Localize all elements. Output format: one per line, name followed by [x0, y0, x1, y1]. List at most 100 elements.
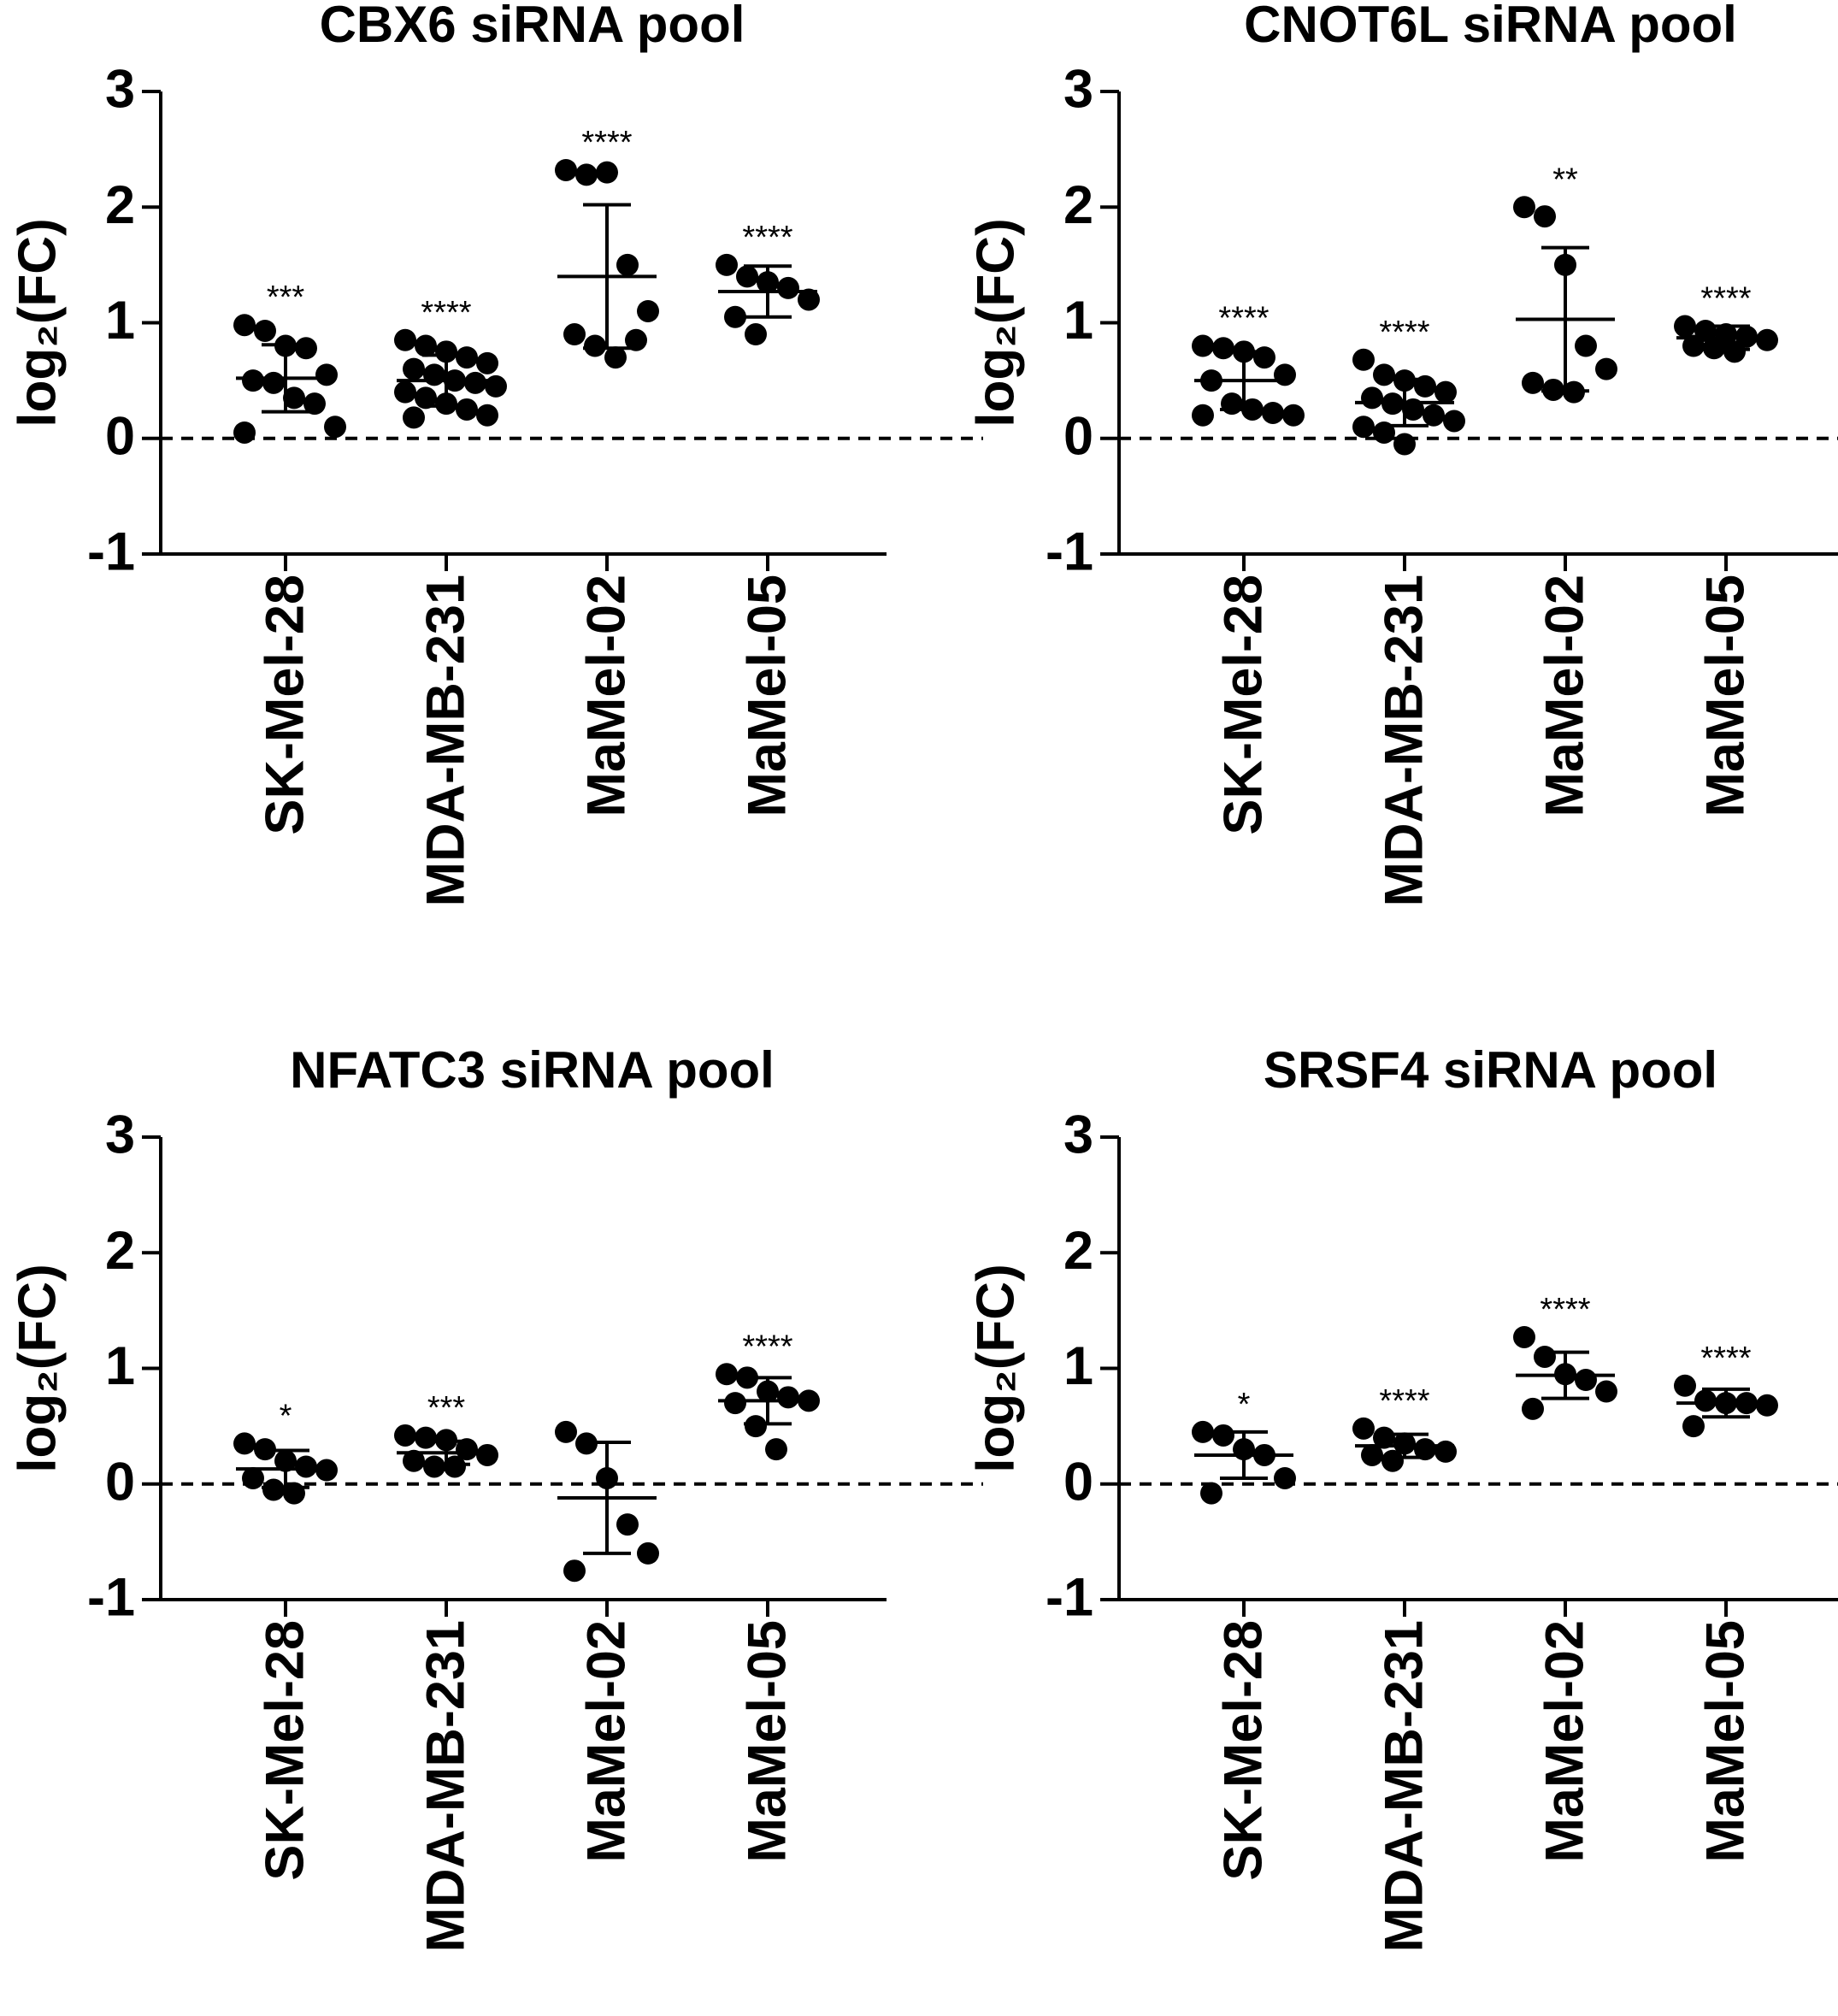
data-point [555, 1420, 577, 1443]
y-axis-label: log₂(FC) [8, 218, 67, 427]
data-point [1373, 1426, 1395, 1449]
data-point [1756, 328, 1778, 351]
significance-label: **** [1700, 281, 1751, 317]
data-point [423, 363, 445, 386]
data-point [1361, 386, 1383, 410]
data-point [1352, 1417, 1375, 1440]
significance-label: **** [1379, 1383, 1429, 1419]
x-tick-label: MaMel-02 [577, 1620, 637, 1863]
data-point [1212, 1424, 1234, 1447]
data-point [1274, 1466, 1296, 1489]
data-point [1274, 363, 1296, 386]
data-point [456, 346, 478, 369]
data-point [637, 1541, 659, 1565]
x-tick-label: SK-Mel-28 [1214, 1620, 1274, 1881]
data-point [1253, 346, 1275, 369]
data-point [403, 1449, 425, 1472]
chart-title: CNOT6L siRNA pool [1244, 0, 1737, 53]
data-point [798, 288, 820, 311]
significance-label: **** [581, 125, 632, 161]
x-tick-label: MaMel-05 [738, 1620, 798, 1863]
data-point [262, 371, 285, 394]
significance-label: * [280, 1398, 292, 1434]
significance-label: * [1238, 1387, 1251, 1423]
data-point [1756, 1394, 1778, 1417]
data-point [1192, 1420, 1214, 1443]
data-point [403, 357, 425, 380]
data-point [476, 1443, 498, 1466]
y-tick-label: 2 [105, 1221, 135, 1281]
data-point [1212, 337, 1234, 360]
y-tick-label: -1 [87, 522, 135, 582]
data-point [1534, 205, 1556, 228]
panel: SRSF4 siRNA pool log₂(FC) -1 0 1 2 3 SK-Mel-28 *… [966, 1041, 1838, 1953]
y-tick-label: 1 [105, 1336, 135, 1396]
y-tick-label: -1 [87, 1568, 135, 1628]
y-tick-label: 0 [105, 406, 135, 466]
data-point [1352, 348, 1375, 371]
panel: NFATC3 siRNA pool log₂(FC) -1 0 1 2 3 SK-Mel-28… [8, 1041, 983, 1953]
data-point [1513, 1325, 1535, 1348]
data-point [485, 374, 507, 398]
x-tick-label: MDA-MB-231 [1375, 575, 1434, 907]
y-tick-label: 2 [105, 175, 135, 235]
data-point [476, 404, 498, 427]
y-tick-label: 3 [1063, 60, 1093, 120]
data-point [1575, 1369, 1597, 1392]
data-point [242, 369, 264, 392]
data-point [745, 1415, 767, 1438]
data-point [724, 1392, 746, 1415]
data-point [765, 1438, 787, 1461]
y-tick-label: 1 [1063, 291, 1093, 351]
data-point [596, 161, 618, 184]
data-point [444, 1455, 466, 1478]
significance-label: *** [427, 1390, 466, 1426]
data-point [1414, 1438, 1436, 1461]
data-point [1352, 416, 1375, 439]
data-point [1694, 1389, 1717, 1412]
x-tick-label: SK-Mel-28 [256, 1620, 315, 1881]
data-point [1575, 334, 1597, 357]
y-axis-label: log₂(FC) [966, 218, 1025, 427]
data-point [415, 1426, 437, 1449]
data-point [1513, 196, 1535, 219]
data-point [242, 1466, 264, 1489]
data-point [1434, 1440, 1457, 1463]
data-point [1534, 1345, 1556, 1368]
x-tick-label: MDA-MB-231 [416, 575, 476, 907]
data-point [1200, 1482, 1222, 1505]
data-point [1361, 1443, 1383, 1466]
data-point [295, 337, 317, 360]
significance-label: **** [742, 220, 792, 256]
chart-title: NFATC3 siRNA pool [290, 1041, 775, 1099]
data-point [303, 392, 326, 416]
y-tick-label: 1 [105, 291, 135, 351]
data-point [616, 1513, 639, 1536]
data-point [1723, 340, 1746, 363]
data-point [233, 1432, 256, 1455]
data-point [1192, 334, 1214, 357]
data-point [745, 323, 767, 346]
x-tick-label: MaMel-02 [1535, 1620, 1595, 1863]
significance-label: **** [421, 295, 471, 331]
data-point [1434, 380, 1457, 404]
data-point [435, 340, 457, 363]
data-point [1373, 363, 1395, 386]
x-tick-label: MDA-MB-231 [416, 1620, 476, 1953]
data-point [555, 158, 577, 181]
y-axis-label: log₂(FC) [966, 1264, 1025, 1472]
data-point [403, 406, 425, 429]
data-point [1674, 315, 1696, 338]
data-point [584, 334, 606, 357]
data-point [394, 380, 416, 404]
data-point [1393, 433, 1416, 456]
y-tick-label: -1 [1046, 522, 1093, 582]
significance-label: ** [1552, 162, 1578, 197]
data-point [575, 163, 598, 186]
data-point [1522, 1397, 1544, 1420]
y-tick-label: 0 [1063, 406, 1093, 466]
y-tick-label: 3 [1063, 1105, 1093, 1165]
data-point [724, 305, 746, 328]
